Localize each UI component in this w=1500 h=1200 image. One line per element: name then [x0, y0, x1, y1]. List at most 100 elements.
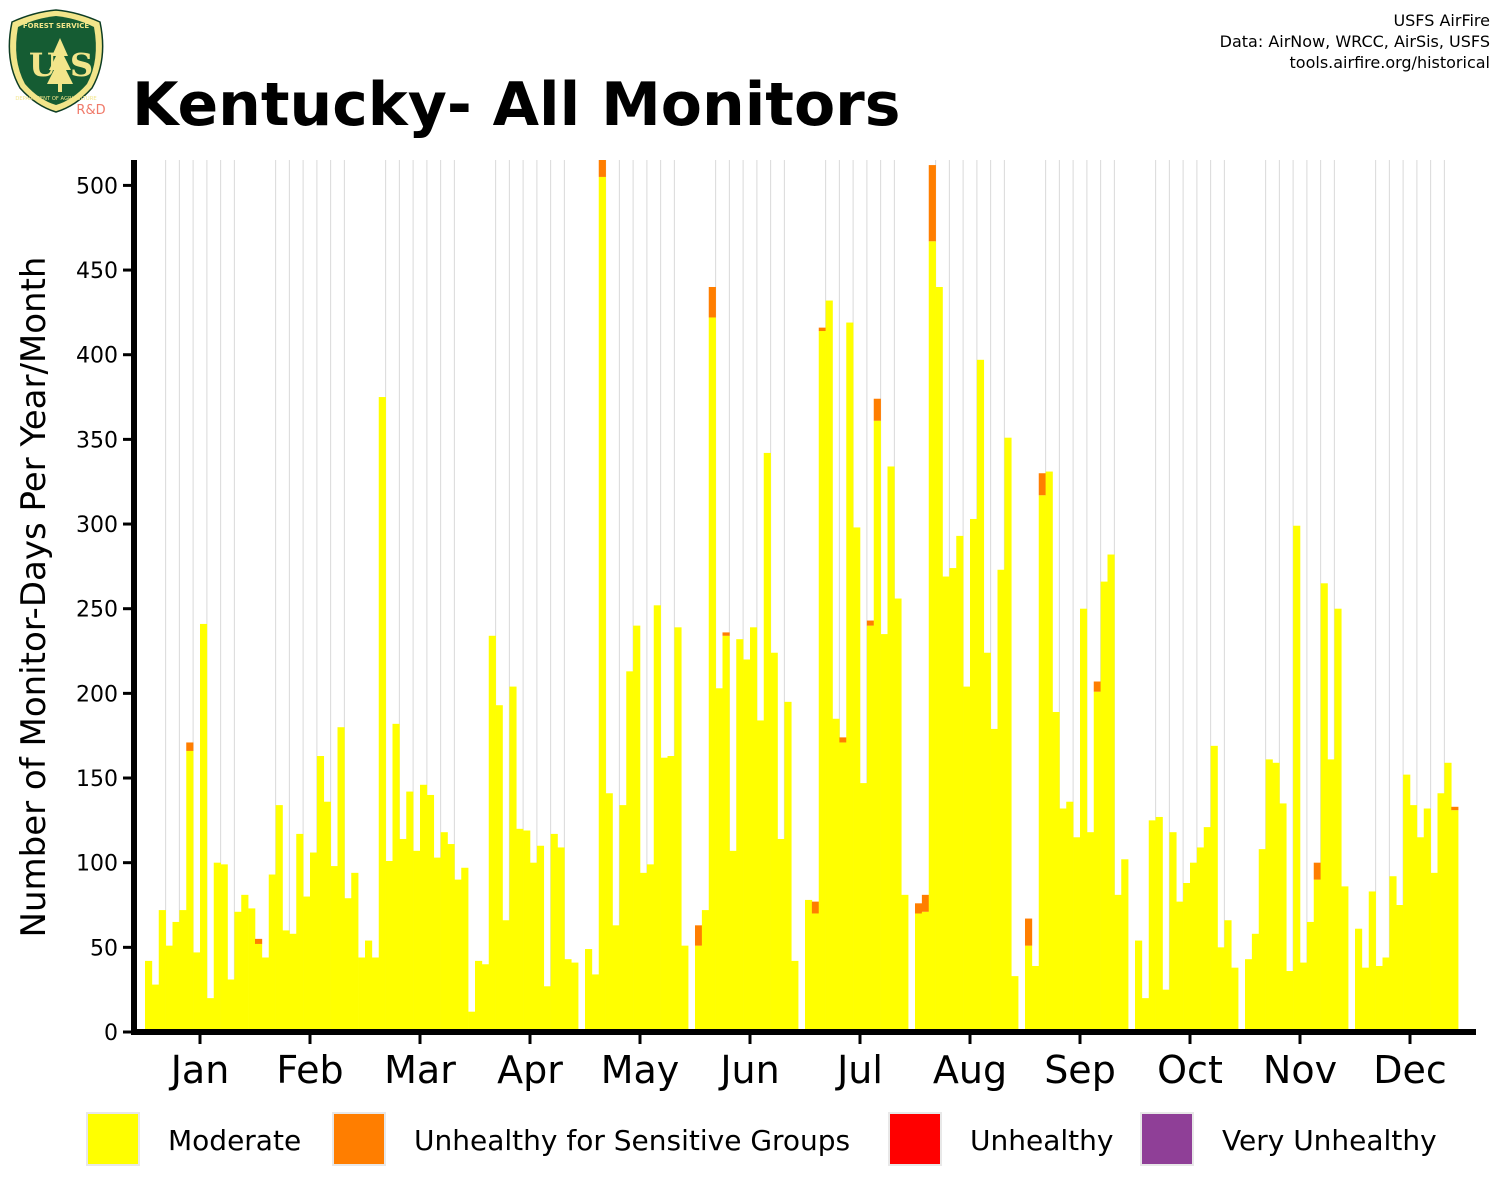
bar-segment [915, 913, 923, 1032]
bar-segment [722, 635, 730, 1032]
bar-segment [619, 805, 627, 1032]
bar-segment [206, 998, 215, 1032]
bar-segment [825, 300, 833, 1032]
bar-segment [557, 847, 565, 1032]
bar-segment [1437, 793, 1445, 1032]
bar-segment [543, 986, 551, 1032]
bar-segment [365, 940, 373, 1032]
bar-segment [1313, 879, 1321, 1032]
bar-segment [337, 727, 345, 1032]
legend-swatch-unhealthy [888, 1112, 942, 1166]
y-tick-label: 100 [76, 852, 118, 877]
bar-segment [1320, 583, 1328, 1032]
bar-segment [1038, 473, 1046, 496]
bar-segment [915, 903, 923, 914]
bar-segment [1382, 957, 1390, 1032]
bar-segment [351, 872, 359, 1032]
svg-text:DEPARTMENT OF AGRICULTURE: DEPARTMENT OF AGRICULTURE [15, 96, 96, 102]
bar-segment [255, 938, 263, 944]
bar-segment [763, 452, 771, 1032]
axes-layer: 0 50 100 150 200 250 300 350 400 450 500 Jan Feb Mar A… [14, 160, 1476, 1092]
bar-segment [743, 659, 751, 1032]
bar-segment [303, 896, 311, 1032]
bar-segment [165, 945, 173, 1032]
bar-segment [193, 952, 201, 1032]
legend: Moderate Unhealthy for Sensitive Groups … [0, 1108, 1500, 1174]
bar-segment [1066, 801, 1074, 1032]
bar-segment [399, 838, 407, 1032]
bar-segment [708, 286, 716, 318]
bar-segment [413, 850, 421, 1032]
bar-segment [447, 844, 455, 1032]
bar-segment [1190, 862, 1198, 1032]
bar-segment [695, 945, 703, 1032]
bar-segment [1300, 962, 1308, 1032]
bar-segment [454, 879, 462, 1032]
bar-segment [1279, 803, 1287, 1032]
bar-segment [371, 957, 380, 1032]
bar-segment [316, 756, 325, 1032]
bar-segment [1355, 928, 1363, 1032]
bar-segment [873, 398, 881, 421]
bar-segment [1038, 495, 1046, 1032]
bar-segment [681, 945, 689, 1032]
bar-segment [1196, 847, 1205, 1032]
bar-segment [433, 857, 441, 1032]
bar-segment [282, 930, 290, 1032]
bar-segment [1368, 891, 1376, 1032]
bars-layer [145, 160, 1459, 1033]
bar-segment [158, 910, 166, 1032]
bar-segment [509, 686, 517, 1032]
bar-segment [585, 949, 593, 1032]
bar-segment [1361, 967, 1370, 1032]
bar-segment [997, 569, 1005, 1032]
bar-segment [1135, 940, 1143, 1032]
x-tick-label: Aug [933, 1048, 1007, 1092]
bar-segment [1286, 971, 1294, 1032]
bar-segment [1093, 681, 1101, 692]
bar-segment [1306, 921, 1315, 1032]
bar-segment [729, 850, 737, 1032]
bar-segment [241, 894, 249, 1032]
bar-segment [296, 833, 304, 1032]
credits-block: USFS AirFire Data: AirNow, WRCC, AirSis,… [1220, 10, 1490, 73]
bar-segment [426, 794, 435, 1032]
bar-segment [1176, 901, 1184, 1032]
y-tick-label: 150 [76, 767, 118, 792]
bar-segment [1416, 837, 1425, 1032]
bar-segment [1107, 554, 1115, 1032]
bar-segment [928, 165, 936, 242]
bar-segment [976, 359, 985, 1032]
bar-segment [873, 420, 881, 1032]
bar-segment [591, 974, 600, 1032]
bar-segment [942, 576, 950, 1032]
bar-segment [784, 701, 792, 1032]
bar-segment [385, 860, 393, 1032]
bar-segment [1265, 759, 1273, 1032]
svg-text:R&D: R&D [76, 103, 105, 118]
bar-segment [1451, 806, 1459, 811]
bar-segment [901, 894, 909, 1032]
bar-segment [1080, 608, 1088, 1032]
bar-segment [646, 864, 655, 1032]
bar-segment [667, 756, 675, 1032]
bar-segment [1251, 933, 1260, 1032]
y-tick-label: 0 [104, 1021, 118, 1046]
bar-segment [1052, 711, 1060, 1032]
bar-segment [234, 911, 242, 1032]
bar-segment [550, 833, 558, 1032]
bar-segment [186, 750, 194, 1032]
bar-segment [1231, 967, 1239, 1032]
bar-segment [928, 241, 936, 1032]
bar-segment [660, 757, 668, 1032]
y-axis-title: Number of Monitor-Days Per Year/Month [14, 257, 54, 938]
bar-segment [777, 838, 785, 1032]
x-tick-label: May [601, 1048, 680, 1092]
bar-segment [468, 1011, 476, 1032]
bar-segment [1272, 762, 1280, 1032]
svg-text:S: S [70, 46, 93, 84]
bar-segment [523, 830, 531, 1032]
bar-segment [1224, 920, 1232, 1032]
legend-swatch-very-unhealthy [1140, 1112, 1194, 1166]
bar-segment [179, 910, 187, 1032]
